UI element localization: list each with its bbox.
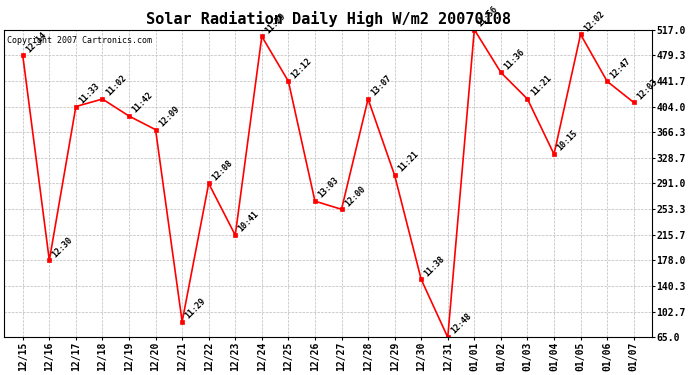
Text: 12:14: 12:14 [24,30,48,54]
Text: 11:29: 11:29 [263,11,287,35]
Text: 12:03: 12:03 [635,77,659,101]
Text: 11:36: 11:36 [502,47,526,71]
Text: 10:41: 10:41 [237,210,261,234]
Text: 13:03: 13:03 [316,176,340,200]
Text: 13:07: 13:07 [369,74,393,98]
Text: 11:21: 11:21 [396,150,420,174]
Text: 12:09: 12:09 [157,104,181,128]
Text: 11:42: 11:42 [130,91,155,115]
Text: 11:56: 11:56 [475,4,500,28]
Text: 10:15: 10:15 [555,129,580,153]
Text: 12:12: 12:12 [290,56,314,80]
Text: 12:02: 12:02 [582,9,606,33]
Text: 11:33: 11:33 [77,81,101,105]
Text: 11:02: 11:02 [104,74,128,98]
Text: 12:00: 12:00 [343,184,367,208]
Text: 12:30: 12:30 [50,235,75,259]
Text: 12:08: 12:08 [210,158,234,182]
Text: 11:38: 11:38 [422,254,446,278]
Text: 12:47: 12:47 [609,56,633,80]
Text: Copyright 2007 Cartronics.com: Copyright 2007 Cartronics.com [8,36,152,45]
Text: 12:48: 12:48 [449,312,473,336]
Title: Solar Radiation Daily High W/m2 20070108: Solar Radiation Daily High W/m2 20070108 [146,11,511,27]
Text: 11:29: 11:29 [184,296,208,320]
Text: 11:21: 11:21 [529,74,553,98]
